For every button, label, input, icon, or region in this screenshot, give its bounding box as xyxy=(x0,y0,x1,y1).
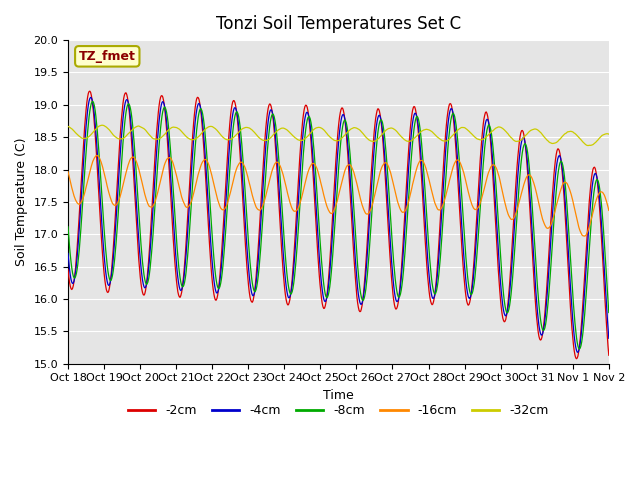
Text: TZ_fmet: TZ_fmet xyxy=(79,50,136,63)
Y-axis label: Soil Temperature (C): Soil Temperature (C) xyxy=(15,138,28,266)
X-axis label: Time: Time xyxy=(323,389,354,402)
Legend: -2cm, -4cm, -8cm, -16cm, -32cm: -2cm, -4cm, -8cm, -16cm, -32cm xyxy=(123,399,554,422)
Title: Tonzi Soil Temperatures Set C: Tonzi Soil Temperatures Set C xyxy=(216,15,461,33)
